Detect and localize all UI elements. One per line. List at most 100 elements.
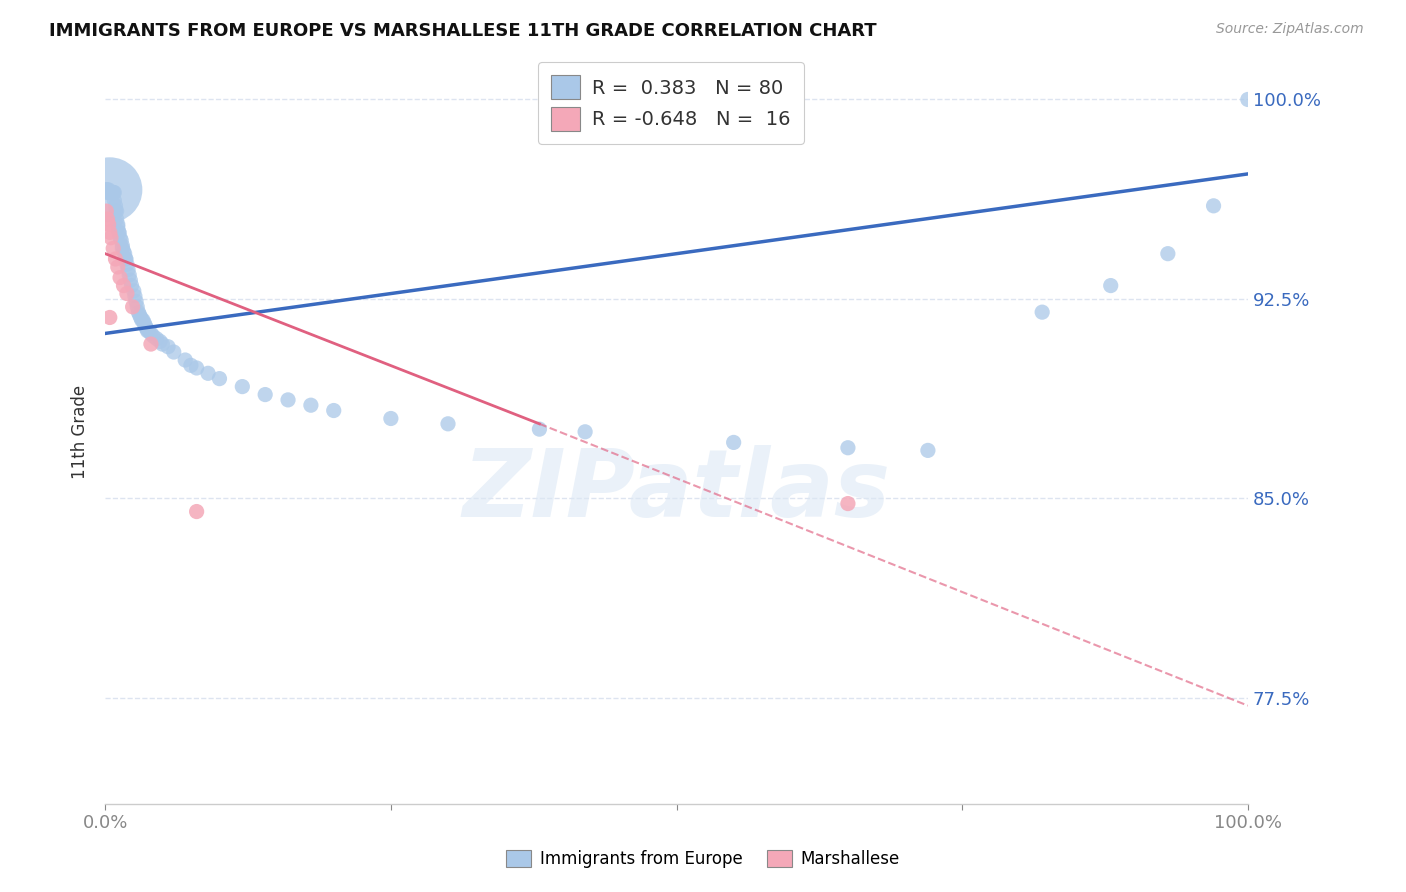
Legend: Immigrants from Europe, Marshallese: Immigrants from Europe, Marshallese [499, 843, 907, 875]
Point [1202, 199, 1225, 213]
Point [149, 334, 172, 349]
Point [96, 212, 118, 227]
Point [132, 316, 155, 330]
Point [114, 252, 136, 266]
Point [96, 186, 118, 200]
Point [917, 443, 939, 458]
Text: IMMIGRANTS FROM EUROPE VS MARSHALLESE 11TH GRADE CORRELATION CHART: IMMIGRANTS FROM EUROPE VS MARSHALLESE 11… [49, 22, 877, 40]
Point [97, 186, 120, 200]
Point [129, 310, 152, 325]
Point [117, 262, 139, 277]
Point [97, 183, 120, 197]
Point [254, 387, 277, 401]
Point [121, 300, 143, 314]
Point [107, 218, 129, 232]
Point [105, 204, 128, 219]
Point [111, 241, 134, 255]
Point [121, 278, 143, 293]
Point [108, 270, 131, 285]
Point [103, 186, 125, 200]
Point [107, 220, 129, 235]
Point [231, 379, 253, 393]
Point [1099, 278, 1122, 293]
Point [115, 286, 138, 301]
Point [837, 497, 859, 511]
Point [100, 231, 122, 245]
Point [98, 186, 121, 200]
Point [103, 186, 125, 200]
Point [134, 318, 156, 333]
Point [111, 238, 134, 252]
Point [112, 278, 135, 293]
Point [277, 392, 299, 407]
Point [103, 186, 125, 200]
Point [110, 233, 132, 247]
Point [108, 231, 131, 245]
Point [127, 305, 149, 319]
Point [180, 359, 202, 373]
Point [103, 241, 125, 255]
Y-axis label: 11th Grade: 11th Grade [72, 384, 89, 479]
Point [104, 199, 127, 213]
Point [322, 403, 344, 417]
Point [132, 313, 155, 327]
Point [96, 183, 118, 197]
Point [529, 422, 551, 436]
Point [128, 308, 150, 322]
Point [139, 337, 162, 351]
Point [98, 310, 121, 325]
Point [1157, 246, 1180, 260]
Point [142, 329, 165, 343]
Point [1237, 93, 1260, 107]
Point [104, 204, 127, 219]
Point [108, 226, 131, 240]
Point [101, 186, 124, 200]
Point [186, 361, 208, 376]
Point [157, 340, 180, 354]
Point [174, 353, 197, 368]
Point [186, 504, 208, 518]
Point [104, 252, 127, 266]
Point [108, 226, 131, 240]
Point [299, 398, 322, 412]
Point [124, 289, 146, 303]
Point [118, 268, 141, 282]
Point [131, 313, 153, 327]
Point [380, 411, 402, 425]
Point [125, 294, 148, 309]
Point [96, 183, 118, 197]
Text: ZIPatlas: ZIPatlas [463, 445, 890, 537]
Point [97, 218, 120, 232]
Point [112, 244, 135, 258]
Point [122, 284, 145, 298]
Point [120, 273, 142, 287]
Point [837, 441, 859, 455]
Point [723, 435, 745, 450]
Point [100, 186, 122, 200]
Point [145, 332, 167, 346]
Point [98, 183, 121, 197]
Point [105, 212, 128, 227]
Text: Source: ZipAtlas.com: Source: ZipAtlas.com [1216, 22, 1364, 37]
Point [163, 345, 186, 359]
Point [114, 246, 136, 260]
Point [114, 252, 136, 266]
Point [96, 183, 118, 197]
Point [107, 260, 129, 274]
Point [150, 337, 173, 351]
Point [96, 204, 118, 219]
Point [574, 425, 596, 439]
Point [1031, 305, 1053, 319]
Point [208, 371, 231, 385]
Point [136, 324, 159, 338]
Point [135, 321, 157, 335]
Point [437, 417, 460, 431]
Point [139, 326, 162, 341]
Point [138, 324, 160, 338]
Point [197, 367, 219, 381]
Point [101, 186, 124, 200]
Point [115, 257, 138, 271]
Point [127, 300, 149, 314]
Legend: R =  0.383   N = 80, R = -0.648   N =  16: R = 0.383 N = 80, R = -0.648 N = 16 [537, 62, 804, 145]
Point [103, 194, 125, 208]
